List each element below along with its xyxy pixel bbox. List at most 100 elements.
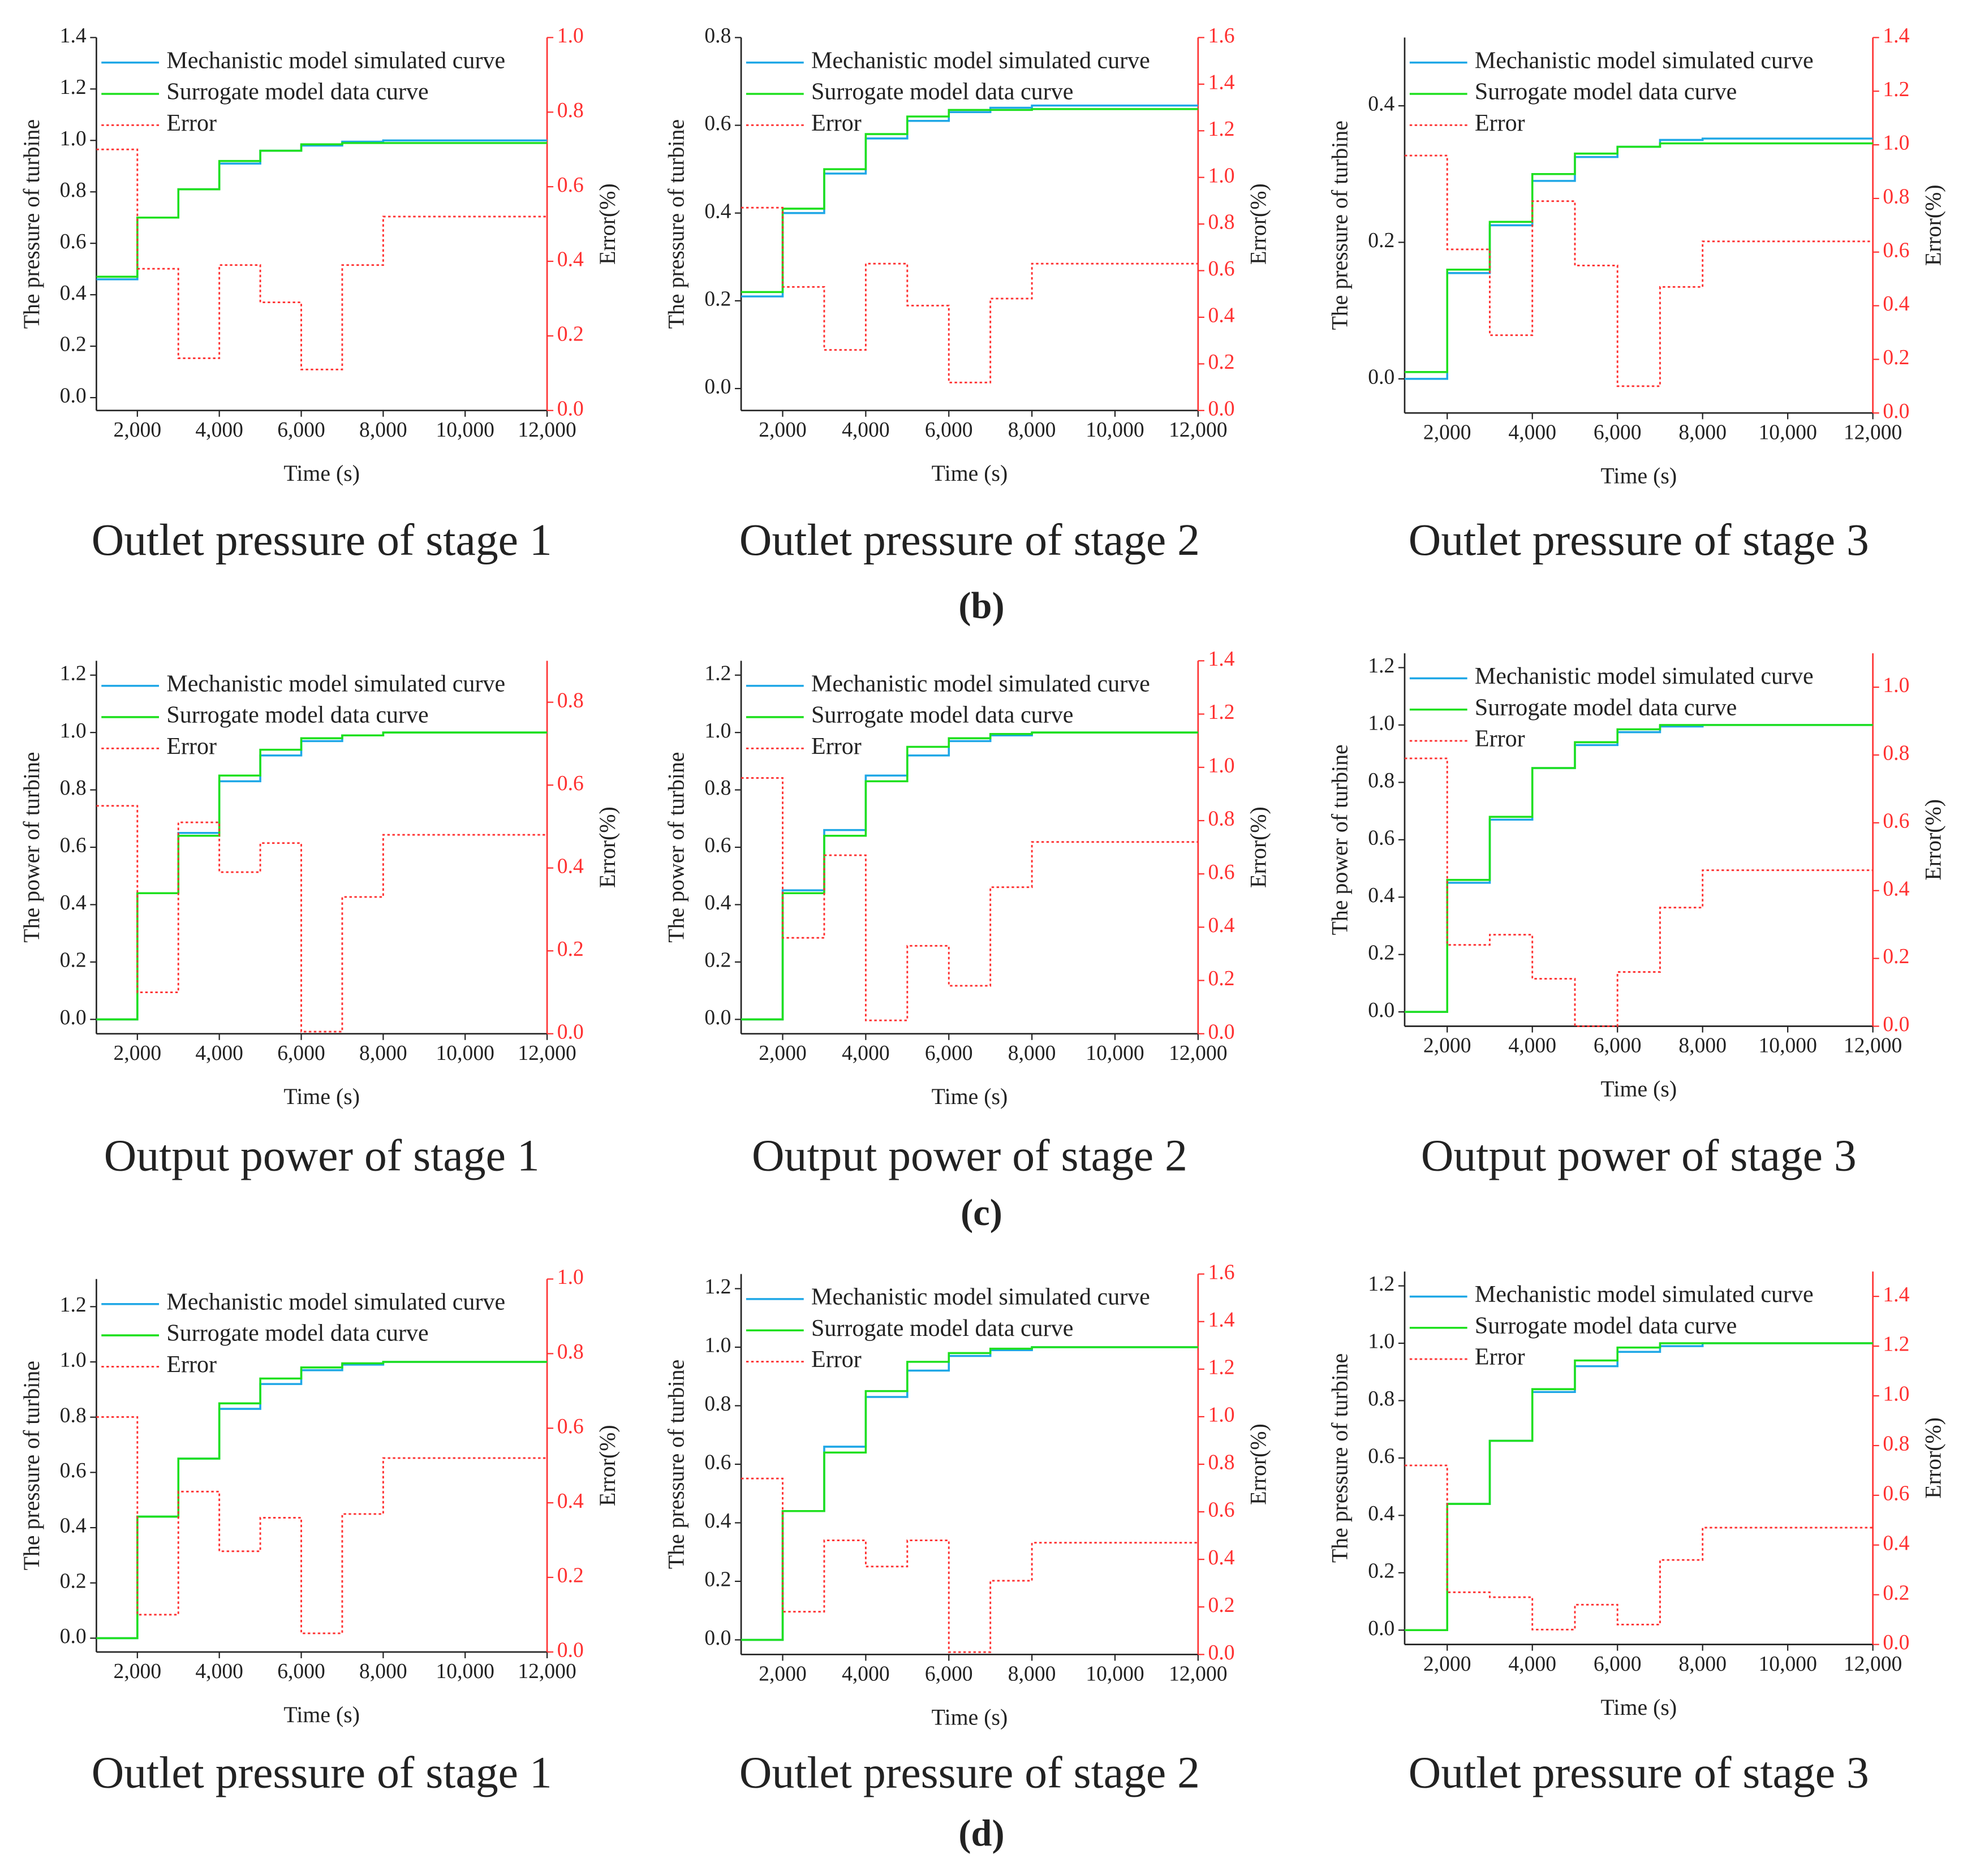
y2-tick-label: 1.0 [1883,131,1909,155]
y-tick-label: 0.2 [60,1569,87,1593]
x-tick-label: 4,000 [842,418,890,442]
legend-label: Mechanistic model simulated curve [811,671,1150,697]
series-line [96,731,548,1021]
series-line [1404,1342,1873,1632]
y2-tick-label: 1.6 [1208,1260,1235,1284]
x-axis-label: Time (s) [283,1702,360,1727]
legend-label: Mechanistic model simulated curve [1475,663,1814,689]
y2-axis-label: Error(%) [595,183,620,265]
y2-tick-label: 1.2 [1208,700,1235,724]
legend-label: Surrogate model data curve [811,1316,1073,1342]
x-tick-label: 4,000 [842,1041,890,1065]
y-tick-label: 0.8 [704,24,731,48]
y-tick-label: 0.0 [60,1006,87,1029]
panel-label: (b) [958,585,1004,627]
y-tick-label: 0.4 [704,891,731,915]
y2-tick-label: 0.8 [1883,741,1909,765]
legend-label: Surrogate model data curve [166,1321,428,1347]
legend-label: Error [811,110,862,136]
y2-tick-label: 0.8 [1208,807,1235,831]
y-axis-label: The pressure of turbine [19,119,44,329]
y-tick-label: 1.0 [704,719,731,743]
x-tick-label: 6,000 [277,418,325,442]
y2-tick-label: 0.6 [557,173,584,197]
legend-label: Surrogate model data curve [166,79,428,105]
y-tick-label: 0.6 [60,834,87,857]
legend-label: Mechanistic model simulated curve [811,48,1150,74]
y2-tick-label: 0.0 [1883,399,1909,423]
x-tick-label: 6,000 [277,1659,325,1683]
y2-axis-label: Error(%) [595,807,620,888]
x-tick-label: 10,000 [436,418,494,442]
y-tick-label: 0.0 [1368,998,1394,1022]
y2-tick-label: 0.6 [1208,860,1235,884]
series-line [1404,724,1873,1013]
legend-label: Surrogate model data curve [1475,1313,1737,1339]
y2-tick-label: 0.6 [557,1414,584,1438]
series-line [1404,757,1873,1027]
y-tick-label: 1.4 [60,24,87,48]
y2-tick-label: 0.8 [557,1340,584,1364]
y2-tick-label: 0.0 [557,396,584,420]
y2-tick-label: 0.4 [1208,913,1235,937]
chart-title: Outlet pressure of stage 1 [92,515,552,565]
y-tick-label: 0.4 [704,1509,731,1533]
legend-label: Surrogate model data curve [811,79,1073,105]
y-axis-label: The pressure of turbine [1327,1353,1352,1563]
y-tick-label: 0.2 [1368,228,1394,252]
legend-label: Mechanistic model simulated curve [166,48,505,74]
x-tick-label: 10,000 [1086,1662,1144,1686]
y2-tick-label: 1.0 [1883,674,1909,697]
y2-tick-label: 1.4 [1883,1283,1909,1306]
y2-tick-label: 0.6 [1208,257,1235,281]
x-axis-label: Time (s) [283,461,360,486]
y-tick-label: 1.2 [60,1293,87,1317]
y-tick-label: 0.6 [704,111,731,135]
y2-tick-label: 1.4 [1208,70,1235,94]
chart-title: Output power of stage 3 [1421,1131,1857,1181]
y2-tick-label: 1.2 [1883,1332,1909,1356]
x-tick-label: 8,000 [1008,1662,1056,1686]
x-tick-label: 8,000 [359,1659,407,1683]
y2-tick-label: 1.0 [557,1265,584,1289]
y2-tick-label: 0.0 [1883,1631,1909,1654]
y2-axis-label: Error(%) [1246,183,1271,265]
legend-label: Surrogate model data curve [1475,695,1737,721]
y2-tick-label: 0.2 [1208,350,1235,374]
y2-tick-label: 0.6 [1883,238,1909,262]
x-tick-label: 2,000 [759,1041,807,1065]
x-tick-label: 6,000 [925,418,973,442]
y-tick-label: 0.8 [60,1403,87,1427]
y-axis-label: The pressure of turbine [19,1361,44,1570]
y-axis-label: The pressure of turbine [664,1360,689,1569]
x-tick-label: 10,000 [1086,418,1144,442]
y2-tick-label: 0.4 [1883,292,1909,316]
chart-title: Outlet pressure of stage 3 [1409,1748,1869,1797]
x-tick-label: 4,000 [195,1659,243,1683]
chart-title: Outlet pressure of stage 1 [92,1748,552,1797]
x-tick-label: 8,000 [1678,1034,1727,1058]
y-tick-label: 0.0 [60,384,87,408]
x-tick-label: 6,000 [1594,1034,1642,1058]
y-tick-label: 0.0 [1368,365,1394,389]
x-tick-label: 4,000 [842,1662,890,1686]
y-tick-label: 0.8 [704,776,731,800]
y2-tick-label: 0.4 [1883,1531,1909,1555]
y-tick-label: 1.0 [1368,711,1394,735]
x-tick-label: 12,000 [518,1041,576,1065]
y-tick-label: 0.8 [60,178,87,202]
x-tick-label: 2,000 [114,1659,162,1683]
y-tick-label: 0.2 [1368,941,1394,964]
y2-tick-label: 1.0 [557,24,584,48]
y2-tick-label: 0.8 [557,98,584,122]
y-tick-label: 1.2 [60,75,87,99]
x-axis-label: Time (s) [932,1705,1008,1730]
x-tick-label: 12,000 [1169,1041,1227,1065]
x-tick-label: 4,000 [1508,1034,1556,1058]
x-tick-label: 4,000 [1508,420,1556,444]
series-line [1404,724,1873,1013]
y2-tick-label: 0.4 [557,248,584,271]
x-tick-label: 12,000 [1844,1652,1902,1676]
series-line [96,1361,548,1640]
